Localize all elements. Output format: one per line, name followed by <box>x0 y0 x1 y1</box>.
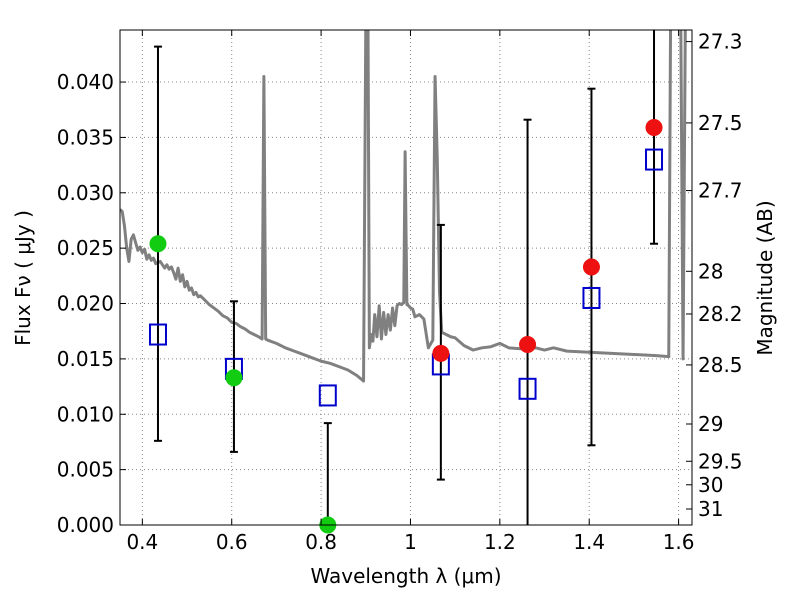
y2-tick-label: 27.7 <box>698 179 743 203</box>
x-tick-label: 1.4 <box>573 530 605 554</box>
marker-layer <box>148 30 664 534</box>
model-flux-square <box>518 377 537 400</box>
plot-area <box>120 30 687 383</box>
y-tick-label: 0.040 <box>57 70 114 94</box>
model-flux-square <box>318 384 337 407</box>
y-tick-label: 0.035 <box>57 125 114 149</box>
observed-flux-dot <box>582 258 600 276</box>
y-tick-label: 0.025 <box>57 236 114 260</box>
y2-tick-label: 31 <box>698 497 723 521</box>
y-axis-label: Flux Fν ( μJy ) <box>11 210 35 346</box>
plot-frame <box>119 29 693 526</box>
y2-tick-label: 30 <box>698 473 723 497</box>
axes: 0.4 0.6 0.8 1 1.2 1.4 1.6 0.000 0.005 0.010 0.015 0… <box>57 30 743 554</box>
model-flux-square <box>645 148 664 171</box>
y2-tick-label: 28 <box>698 259 723 283</box>
x-tick-label: 1.2 <box>484 530 516 554</box>
observed-flux-dot <box>225 369 243 387</box>
x-tick-label: 0.4 <box>126 530 158 554</box>
y-tick-label: 0.030 <box>57 181 114 205</box>
observed-flux-dot <box>149 235 167 253</box>
y2-tick-label: 27.5 <box>698 111 743 135</box>
observed-flux-dot <box>432 344 450 362</box>
y-tick-label: 0.020 <box>57 292 114 316</box>
y2-tick-label: 29.5 <box>698 449 743 473</box>
model-flux-square <box>582 286 601 309</box>
x-tick-label: 0.6 <box>216 530 248 554</box>
x-axis-label: Wavelength λ (μm) <box>310 564 501 588</box>
model-spectrum-line <box>120 30 687 383</box>
y2-tick-label: 27.3 <box>698 30 743 54</box>
y-tick-label: 0.005 <box>57 458 114 482</box>
x-tick-label: 0.8 <box>305 530 337 554</box>
observed-flux-dot <box>645 118 663 136</box>
model-flux-square <box>148 323 167 346</box>
x-tick-label: 1 <box>404 530 417 554</box>
y2-tick-label: 29 <box>698 412 723 436</box>
y-tick-label: 0.000 <box>57 513 114 537</box>
observed-flux-dot <box>519 335 537 353</box>
y2-axis-label: Magnitude (AB) <box>753 200 777 355</box>
y2-tick-label: 28.2 <box>698 302 743 326</box>
y-tick-label: 0.010 <box>57 402 114 426</box>
y2-tick-label: 28.5 <box>698 353 743 377</box>
y-tick-label: 0.015 <box>57 347 114 371</box>
x-tick-label: 1.6 <box>663 530 695 554</box>
